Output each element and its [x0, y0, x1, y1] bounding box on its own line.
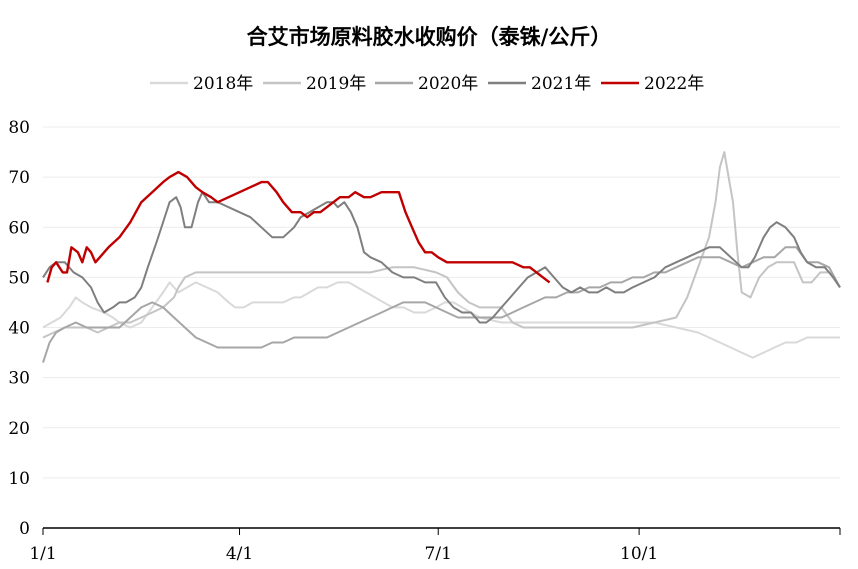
legend-label-2020年: 2020年 — [418, 74, 478, 94]
x-tick-label: 10/1 — [620, 544, 658, 564]
y-tick-label: 60 — [8, 218, 30, 238]
legend-label-2022年: 2022年 — [644, 74, 704, 94]
series-layer — [42, 151, 841, 363]
legend-label-2021年: 2021年 — [531, 74, 591, 94]
y-tick-label: 80 — [8, 118, 30, 138]
y-tick-label: 30 — [8, 369, 30, 389]
y-tick-label: 70 — [8, 168, 30, 188]
y-tick-label: 0 — [19, 519, 30, 539]
legend: 2018年 2019年 2020年 2021年 2022年 — [150, 74, 704, 94]
x-tick-label: 7/1 — [425, 544, 452, 564]
axes: 0 10 20 30 40 50 60 70 80 1/1 4/1 7/1 10/1 — [8, 118, 841, 564]
legend-label-2018年: 2018年 — [193, 74, 253, 94]
series-line-2022年 — [46, 170, 551, 284]
chart-title: 合艾市场原料胶水收购价（泰铢/公斤） — [247, 24, 612, 49]
y-tick-label: 20 — [8, 419, 30, 439]
gridlines — [43, 126, 840, 479]
series-line-2018年 — [42, 281, 840, 359]
series-line-2020年 — [42, 246, 841, 363]
y-tick-label: 10 — [8, 469, 30, 489]
y-tick-label: 50 — [8, 268, 30, 288]
y-tick-label: 40 — [8, 319, 30, 339]
x-tick-label: 4/1 — [226, 544, 253, 564]
series-line-2019年 — [42, 151, 841, 339]
x-tick-label: 1/1 — [29, 544, 56, 564]
series-line-2021年 — [42, 191, 841, 324]
legend-label-2019年: 2019年 — [306, 74, 366, 94]
